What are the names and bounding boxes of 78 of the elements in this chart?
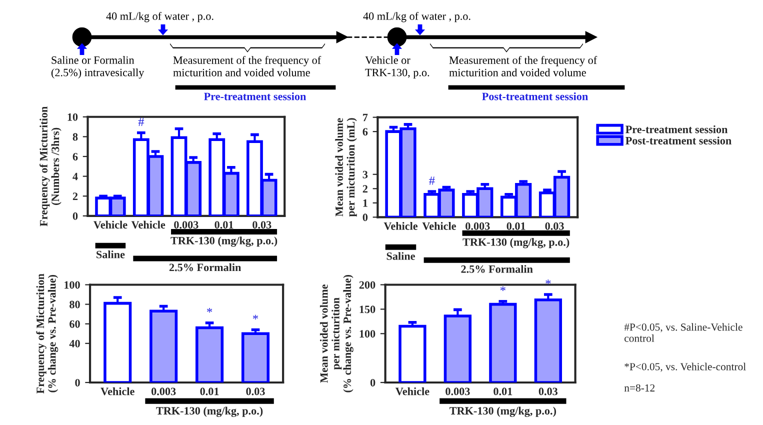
bar — [444, 314, 472, 382]
text: TRK-130 (mg/kg, p.o.) — [156, 406, 263, 417]
bar — [534, 298, 562, 382]
legend-label: Post-treatment session — [626, 136, 732, 144]
y-tick-label: 0 — [75, 378, 80, 386]
y-tick-label: 6 — [362, 128, 368, 136]
y-tick-label: 1 — [363, 199, 368, 207]
y-tick-label: 0 — [72, 212, 78, 220]
text: 40 mL/kg of water , p.o. — [106, 12, 214, 22]
y-tick-label: 10 — [68, 113, 78, 121]
bar — [196, 326, 224, 382]
y-tick-label: 2 — [72, 192, 78, 200]
y-tick-label: 40 — [69, 340, 80, 348]
text: Measurement of the frequency of micturition and voided volume — [173, 56, 322, 76]
x-tick-label: 0.003 — [151, 388, 176, 396]
x-tick-label: 0.03 — [545, 222, 564, 230]
annotation: * — [500, 286, 506, 292]
x-tick-label: 0.03 — [538, 388, 558, 396]
legend-label: Pre-treatment session — [626, 125, 728, 134]
bar — [489, 302, 517, 382]
y-tick-label: 0 — [370, 378, 376, 386]
bar — [150, 310, 178, 382]
y-tick-label: 150 — [360, 306, 376, 314]
text: Saline — [96, 250, 125, 258]
annotation: * — [207, 308, 212, 313]
y-tick-label: 6 — [72, 152, 78, 160]
y-axis-title: Frequency of Micturition (Numbers /3hrs) — [40, 106, 62, 226]
text: TRK-130 (mg/kg, p.o.) — [450, 406, 556, 417]
bar — [241, 332, 270, 382]
text: TRK-130 (mg/kg, p.o.) — [170, 236, 278, 247]
text: Measurement of the frequency of micturition and voided volume — [449, 56, 598, 76]
x-tick-label: 0.003 — [466, 222, 490, 230]
y-tick-label: 100 — [360, 330, 376, 338]
text: Vehicle or TRK-130, p.o. — [365, 56, 430, 79]
x-tick-label: Vehicle — [396, 387, 430, 396]
y-tick-label: 60 — [70, 320, 80, 328]
text: *P<0.05, vs. Vehicle-control — [624, 362, 746, 372]
y-tick-label: 7 — [363, 114, 368, 122]
x-tick-label: Vehicle — [422, 222, 456, 230]
y-tick-label: 200 — [359, 281, 376, 289]
text: Pre-treatment session — [204, 92, 306, 100]
y-tick-label: 3 — [362, 170, 368, 178]
bar — [398, 324, 426, 382]
text: n=8-12 — [624, 384, 655, 392]
x-tick-label: 0.01 — [200, 388, 219, 396]
text: * — [546, 280, 551, 284]
y-axis-title: Mean voided volume per micturition (% change vs. Pre-value) — [320, 274, 354, 392]
text: #P<0.05, vs. Saline-Vehicle control — [624, 323, 742, 342]
x-tick-label: 0.01 — [506, 222, 526, 230]
text: Saline — [386, 252, 415, 260]
x-tick-label: 0.003 — [174, 221, 198, 229]
annotation: * — [252, 314, 258, 320]
text: TRK-130 (mg/kg, p.o.) — [462, 238, 570, 248]
x-tick-label: 0.03 — [252, 221, 272, 229]
x-tick-label: 0.003 — [446, 388, 470, 396]
text: Saline or Formalin (2.5%) intravesically — [51, 56, 144, 79]
text: 2.5% Formalin — [169, 263, 242, 272]
text: 2.5% Formalin — [461, 265, 533, 273]
x-tick-label: 0.03 — [246, 388, 265, 396]
y-tick-label: 8 — [72, 133, 78, 141]
y-tick-label: 100 — [64, 281, 80, 289]
y-tick-label: 2 — [362, 185, 368, 192]
y-tick-label: 0 — [362, 214, 368, 222]
x-tick-label: Vehicle — [131, 220, 166, 229]
x-tick-label: 0.01 — [494, 388, 512, 396]
x-tick-label: Vehicle — [94, 220, 128, 229]
text: Post-treatment session — [482, 92, 588, 100]
y-tick-label: 80 — [70, 300, 80, 308]
annotation: # — [138, 118, 144, 126]
x-tick-label: Vehicle — [384, 222, 418, 230]
text: 40 mL/kg of water , p.o. — [363, 12, 470, 22]
y-axis-title: Frequency of Micturition (% change vs. Pre-value) — [36, 274, 58, 394]
x-tick-label: 0.01 — [214, 221, 234, 229]
bar — [104, 302, 132, 382]
x-tick-label: Vehicle — [100, 387, 134, 396]
y-axis-title: Mean voided volume per micturition (mL) — [335, 118, 357, 217]
y-tick-label: 4 — [72, 172, 78, 180]
annotation: # — [429, 176, 435, 185]
